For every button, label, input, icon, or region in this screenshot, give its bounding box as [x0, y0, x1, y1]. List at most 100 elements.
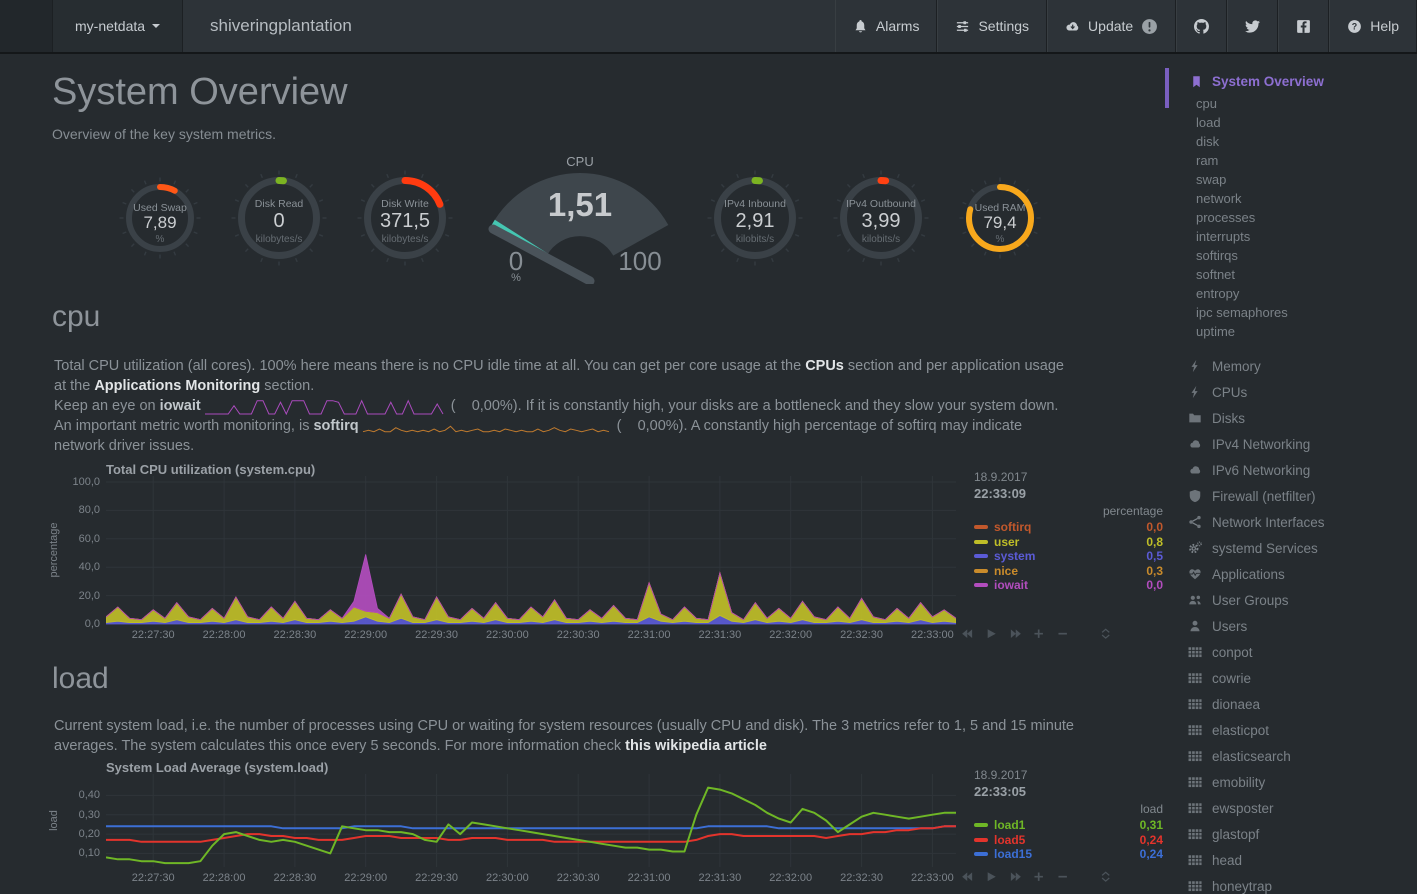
- svg-text:?: ?: [1352, 21, 1357, 31]
- sidebar-item-users[interactable]: Users: [1188, 613, 1417, 639]
- sidebar-item-ewsposter[interactable]: ewsposter: [1188, 795, 1417, 821]
- x-tick: 22:33:00: [910, 872, 954, 884]
- chart-backward-icon[interactable]: [961, 871, 974, 884]
- sidebar-item-elasticpot[interactable]: elasticpot: [1188, 717, 1417, 743]
- alarms-button[interactable]: Alarms: [834, 0, 938, 52]
- chart-resize-icon[interactable]: [1100, 871, 1113, 884]
- legend-row-load5[interactable]: load5 0,24: [974, 833, 1163, 848]
- legend-swatch-icon: [974, 852, 988, 857]
- chart-play-icon[interactable]: [985, 628, 998, 641]
- bookmark-icon: [1193, 76, 1200, 88]
- gauge-disk-read[interactable]: Disk Read 0 kilobytes/s: [228, 167, 330, 269]
- sidebar-item-dionaea[interactable]: dionaea: [1188, 691, 1417, 717]
- chart-zoom-in-icon[interactable]: [1033, 871, 1046, 884]
- sidebar-item-system-overview[interactable]: System Overview: [1190, 74, 1417, 89]
- sidebar-item-label: glastopf: [1212, 826, 1260, 842]
- sidebar-item-ipv4-networking[interactable]: IPv4 Networking: [1188, 431, 1417, 457]
- legend-row-nice[interactable]: nice 0,3: [974, 564, 1163, 579]
- chart-forward-icon[interactable]: [1009, 628, 1022, 641]
- legend-row-load15[interactable]: load15 0,24: [974, 847, 1163, 862]
- sidebar-item-applications[interactable]: Applications: [1188, 561, 1417, 587]
- gauge-used-ram[interactable]: Used RAM 79,4%: [956, 174, 1044, 262]
- grid-icon: [1188, 855, 1202, 866]
- sidebar-subitem-uptime[interactable]: uptime: [1196, 324, 1236, 339]
- softirq-sparkline[interactable]: [362, 419, 610, 434]
- legend-row-user[interactable]: user 0,8: [974, 535, 1163, 550]
- sidebar-subitem-network[interactable]: network: [1196, 191, 1242, 206]
- link-applications-monitoring[interactable]: Applications Monitoring: [94, 378, 261, 394]
- sidebar-item-conpot[interactable]: conpot: [1188, 639, 1417, 665]
- sidebar-item-disks[interactable]: Disks: [1188, 405, 1417, 431]
- chart-forward-icon[interactable]: [1009, 871, 1022, 884]
- sidebar-item-honeytrap[interactable]: honeytrap: [1188, 873, 1417, 894]
- legend-name: nice: [994, 563, 1019, 578]
- legend-swatch-icon: [974, 568, 988, 573]
- chart-zoom-out-icon[interactable]: [1057, 871, 1070, 884]
- sidebar-item-glastopf[interactable]: glastopf: [1188, 821, 1417, 847]
- chart-zoom-out-icon[interactable]: [1057, 628, 1070, 641]
- chart-resize-icon[interactable]: [1100, 628, 1113, 641]
- sidebar-item-cowrie[interactable]: cowrie: [1188, 665, 1417, 691]
- facebook-button[interactable]: [1278, 0, 1330, 52]
- gauge-disk-write[interactable]: Disk Write 371,5 kilobytes/s: [354, 167, 456, 269]
- sidebar-subitem-disk[interactable]: disk: [1196, 134, 1220, 149]
- sidebar-item-elasticsearch[interactable]: elasticsearch: [1188, 743, 1417, 769]
- link-cpus[interactable]: CPUs: [805, 358, 844, 374]
- chart-zoom-in-icon[interactable]: [1033, 628, 1046, 641]
- chart-toolbar: [961, 871, 1113, 884]
- sidebar-subitem-load[interactable]: load: [1196, 115, 1221, 130]
- update-badge-icon: [1142, 18, 1158, 34]
- chart-backward-icon[interactable]: [961, 628, 974, 641]
- gauge-unit: kilobits/s: [861, 234, 901, 245]
- sidebar-subitem-cpu[interactable]: cpu: [1196, 96, 1217, 111]
- sidebar-item-label: elasticsearch: [1212, 748, 1291, 764]
- help-button[interactable]: ? Help: [1329, 0, 1417, 52]
- sidebar-item-ipv6-networking[interactable]: IPv6 Networking: [1188, 457, 1417, 483]
- legend-row-load1[interactable]: load1 0,31: [974, 818, 1163, 833]
- x-tick: 22:27:30: [131, 872, 175, 884]
- sidebar-item-systemd-services[interactable]: systemd Services: [1188, 535, 1417, 561]
- sidebar-subitem-softirqs[interactable]: softirqs: [1196, 248, 1238, 263]
- legend-row-softirq[interactable]: softirq 0,0: [974, 520, 1163, 535]
- link-this-wikipedia-article[interactable]: this wikipedia article: [625, 738, 767, 754]
- sidebar-item-memory[interactable]: Memory: [1188, 353, 1417, 379]
- legend-row-system[interactable]: system 0,5: [974, 549, 1163, 564]
- sidebar-subitem-ipc-semaphores[interactable]: ipc semaphores: [1196, 305, 1288, 320]
- my-netdata-menu[interactable]: my-netdata: [53, 0, 184, 52]
- update-button[interactable]: Update: [1047, 0, 1177, 52]
- sidebar-item-firewall-netfilter[interactable]: Firewall (netfilter): [1188, 483, 1417, 509]
- sidebar-item-user-groups[interactable]: User Groups: [1188, 587, 1417, 613]
- gauge-used-swap[interactable]: Used Swap 7,89%: [116, 174, 204, 262]
- hostname[interactable]: shiveringplantation: [210, 16, 352, 35]
- iowait-sparkline[interactable]: [204, 397, 444, 416]
- sidebar-subitem-processes[interactable]: processes: [1196, 210, 1256, 225]
- x-tick: 22:32:00: [769, 629, 813, 641]
- github-button[interactable]: [1176, 0, 1228, 52]
- sidebar-subitem-interrupts[interactable]: interrupts: [1196, 229, 1251, 244]
- sidebar-subitem-swap[interactable]: swap: [1196, 172, 1227, 187]
- settings-button[interactable]: Settings: [937, 0, 1048, 52]
- sidebar-subitem-softnet[interactable]: softnet: [1196, 267, 1236, 282]
- sidebar-item-label: conpot: [1212, 644, 1253, 660]
- legend-name: load5: [994, 832, 1026, 847]
- legend-name: iowait: [994, 578, 1029, 593]
- legend-row-iowait[interactable]: iowait 0,0: [974, 578, 1163, 593]
- sidebar-item-emobility[interactable]: emobility: [1188, 769, 1417, 795]
- gauge-cpu[interactable]: CPU 1,51 0 100%: [480, 152, 680, 286]
- sidebar-item-network-interfaces[interactable]: Network Interfaces: [1188, 509, 1417, 535]
- chart-plot-area[interactable]: [106, 774, 956, 869]
- gauge-ipv4-outbound[interactable]: IPv4 Outbound 3,99 kilobits/s: [830, 167, 932, 269]
- twitter-button[interactable]: [1227, 0, 1279, 52]
- sidebar-subitem-ram[interactable]: ram: [1196, 153, 1219, 168]
- sidebar-subitem-entropy[interactable]: entropy: [1196, 286, 1240, 301]
- sidebar-item-head[interactable]: head: [1188, 847, 1417, 873]
- gauge-title: Used RAM: [974, 202, 1026, 214]
- legend-name: user: [994, 534, 1020, 549]
- gauge-ipv4-inbound[interactable]: IPv4 Inbound 2,91 kilobits/s: [704, 167, 806, 269]
- chart-play-icon[interactable]: [985, 871, 998, 884]
- sidebar-item-cpus[interactable]: CPUs: [1188, 379, 1417, 405]
- chart-plot-area[interactable]: [106, 476, 956, 626]
- legend-name: system: [994, 549, 1036, 564]
- heartbeat-icon: [1189, 569, 1201, 580]
